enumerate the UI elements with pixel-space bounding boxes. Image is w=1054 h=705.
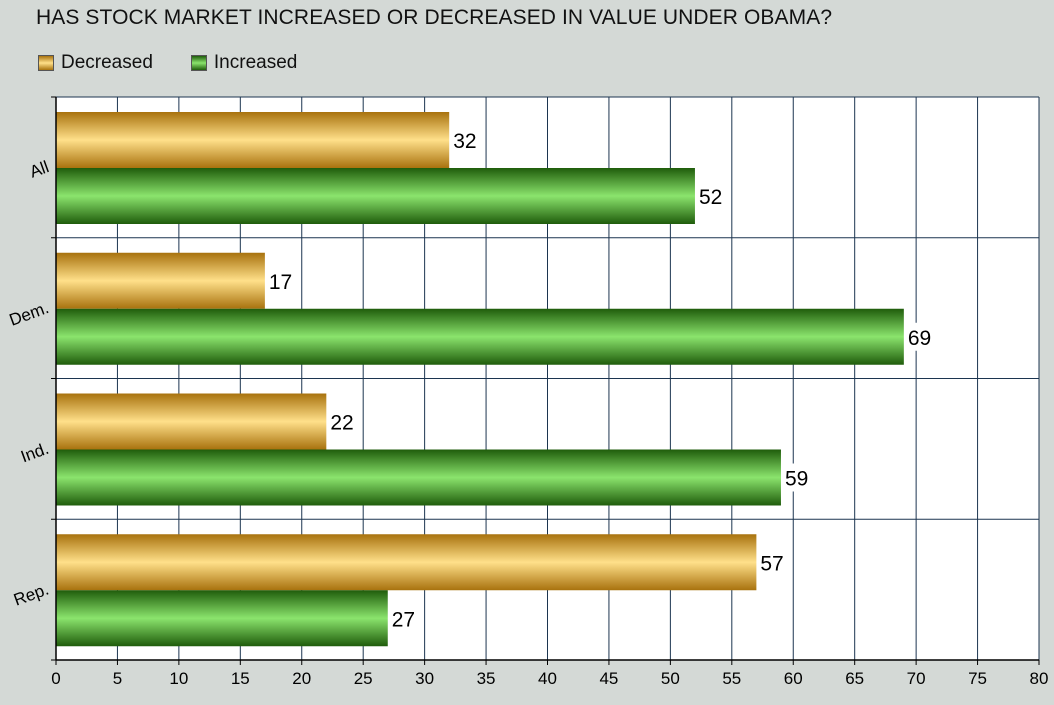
x-tick-labels: 0 5 10 15 20 25 30 35 40 45 50 55 60 65 70 75 80 xyxy=(51,669,1048,688)
x-tick-label-35: 35 xyxy=(477,669,496,688)
bar-increased-all[interactable] xyxy=(56,168,695,224)
legend-label-increased: Increased xyxy=(213,52,298,73)
x-tick-label-15: 15 xyxy=(231,669,250,688)
bar-label-increased-ind: 59 xyxy=(785,468,808,491)
bar-increased-dem[interactable] xyxy=(56,308,904,365)
x-tick-label-45: 45 xyxy=(599,669,618,688)
legend-item-increased[interactable]: Increased xyxy=(190,52,298,74)
bar-label-increased-dem: 69 xyxy=(908,327,931,350)
x-tick-label-5: 5 xyxy=(113,669,122,688)
x-tick-label-80: 80 xyxy=(1030,669,1049,688)
x-tick-label-20: 20 xyxy=(292,669,311,688)
y-tick-labels: All Dem. Ind. Rep. xyxy=(7,157,52,609)
legend-swatch-decreased xyxy=(38,55,54,71)
x-tick-label-60: 60 xyxy=(784,669,803,688)
bar-increased-rep[interactable] xyxy=(56,590,388,647)
bar-label-bg-increased-ind xyxy=(781,463,812,492)
x-tick-label-70: 70 xyxy=(907,669,926,688)
legend-item-decreased[interactable]: Decreased xyxy=(38,52,153,74)
bar-label-decreased-all: 32 xyxy=(453,130,476,153)
bar-decreased-ind[interactable] xyxy=(56,393,327,450)
y-tick-label-dem: Dem. xyxy=(7,298,52,330)
bar-decreased-dem[interactable] xyxy=(56,252,265,309)
legend-swatch-increased xyxy=(190,55,207,71)
axes xyxy=(51,96,1040,665)
legend-label-decreased: Decreased xyxy=(61,52,153,73)
bar-label-bg-decreased-all xyxy=(450,126,481,154)
x-tick-label-25: 25 xyxy=(354,669,373,688)
bar-label-increased-rep: 27 xyxy=(392,608,415,631)
bar-label-bg-increased-rep xyxy=(388,604,419,633)
y-tick-label-all: All xyxy=(27,157,51,181)
x-tick-label-30: 30 xyxy=(415,669,434,688)
chart-title: HAS STOCK MARKET INCREASED OR DECREASED … xyxy=(36,6,833,29)
y-tick-label-ind: Ind. xyxy=(18,439,51,467)
bar-label-decreased-rep: 57 xyxy=(760,552,783,575)
x-tick-label-40: 40 xyxy=(538,669,557,688)
bars xyxy=(56,112,904,647)
y-tick-label-rep: Rep. xyxy=(11,580,51,610)
bar-label-bg-decreased-rep xyxy=(757,548,788,577)
bar-increased-ind[interactable] xyxy=(56,449,781,506)
x-tick-label-55: 55 xyxy=(722,669,741,688)
bar-label-decreased-ind: 22 xyxy=(330,412,353,435)
x-tick-label-10: 10 xyxy=(169,669,188,688)
bar-decreased-all[interactable] xyxy=(56,112,450,168)
bar-labels: 32 52 17 69 22 59 57 27 xyxy=(265,126,935,633)
bar-label-bg-increased-all xyxy=(695,182,726,210)
x-tick-label-65: 65 xyxy=(845,669,864,688)
legend: Decreased Increased xyxy=(38,52,335,74)
x-tick-label-75: 75 xyxy=(968,669,987,688)
bar-decreased-rep[interactable] xyxy=(56,534,757,591)
bar-label-decreased-dem: 17 xyxy=(269,271,292,294)
x-tick-label-50: 50 xyxy=(661,669,680,688)
bar-label-bg-decreased-dem xyxy=(265,266,296,295)
x-tick-label-0: 0 xyxy=(51,669,60,688)
bar-label-bg-decreased-ind xyxy=(327,407,358,436)
bar-label-increased-all: 52 xyxy=(699,186,722,209)
bar-label-bg-increased-dem xyxy=(904,322,935,351)
